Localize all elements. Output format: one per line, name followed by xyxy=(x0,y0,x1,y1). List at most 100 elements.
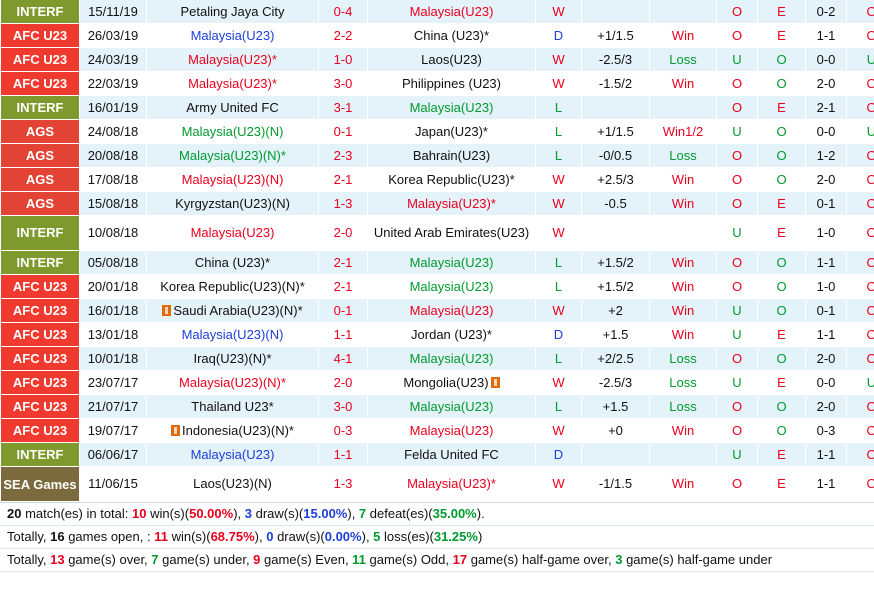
score-text[interactable]: 3-0 xyxy=(333,75,353,91)
home-team-text[interactable]: Laos(U23)(N) xyxy=(193,476,272,491)
home-team-text[interactable]: Malaysia(U23) xyxy=(190,27,275,43)
home-team[interactable]: Malaysia(U23)(N) xyxy=(147,120,318,143)
score-text[interactable]: 0-4 xyxy=(333,3,353,19)
home-team[interactable]: Malaysia(U23) xyxy=(147,443,318,466)
competition-badge-text[interactable]: AFC U23 xyxy=(12,350,68,366)
away-team-text[interactable]: Laos(U23) xyxy=(421,51,482,67)
home-team-text[interactable]: Malaysia(U23)(N)* xyxy=(179,147,286,163)
competition-badge-text[interactable]: AGS xyxy=(25,147,55,163)
away-team-text[interactable]: Malaysia(U23) xyxy=(409,99,494,115)
score[interactable]: 2-2 xyxy=(319,24,367,47)
home-team[interactable]: Army United FC xyxy=(147,96,318,119)
away-team-text[interactable]: Japan(U23)* xyxy=(415,123,488,139)
competition-badge[interactable]: AFC U23 xyxy=(1,299,79,322)
score[interactable]: 2-1 xyxy=(319,168,367,191)
score[interactable]: 2-0 xyxy=(319,216,367,250)
away-team[interactable]: United Arab Emirates(U23) xyxy=(368,216,535,250)
competition-badge-text[interactable]: AFC U23 xyxy=(12,75,68,91)
score-text[interactable]: 0-1 xyxy=(333,123,353,139)
score-text[interactable]: 2-1 xyxy=(333,254,353,270)
score-text[interactable]: 1-3 xyxy=(333,476,353,491)
competition-badge[interactable]: AFC U23 xyxy=(1,48,79,71)
home-team-text[interactable]: Kyrgyzstan(U23)(N) xyxy=(175,195,290,211)
competition-badge[interactable]: AFC U23 xyxy=(1,347,79,370)
home-team[interactable]: Malaysia(U23)* xyxy=(147,48,318,71)
home-team[interactable]: China (U23)* xyxy=(147,251,318,274)
home-team[interactable]: Malaysia(U23)(N) xyxy=(147,168,318,191)
home-team[interactable]: Malaysia(U23)(N)* xyxy=(147,371,318,394)
score-text[interactable]: 0-1 xyxy=(333,302,353,318)
competition-badge-text[interactable]: INTERF xyxy=(16,225,64,240)
away-team[interactable]: Malaysia(U23) xyxy=(368,299,535,322)
competition-badge[interactable]: INTERF xyxy=(1,443,79,466)
competition-badge-text[interactable]: AGS xyxy=(25,171,55,187)
home-team-text[interactable]: Malaysia(U23) xyxy=(190,225,275,240)
away-team[interactable]: Korea Republic(U23)* xyxy=(368,168,535,191)
score-text[interactable]: 2-0 xyxy=(333,374,353,390)
score[interactable]: 0-3 xyxy=(319,419,367,442)
home-team-text[interactable]: Iraq(U23)(N)* xyxy=(193,350,272,366)
home-team-text[interactable]: Thailand U23* xyxy=(191,398,274,414)
home-team-text[interactable]: Malaysia(U23)(N)* xyxy=(179,374,286,390)
competition-badge-text[interactable]: AGS xyxy=(25,123,55,139)
score[interactable]: 0-1 xyxy=(319,299,367,322)
competition-badge[interactable]: AFC U23 xyxy=(1,395,79,418)
score-text[interactable]: 3-1 xyxy=(333,99,353,115)
score[interactable]: 2-0 xyxy=(319,371,367,394)
home-team-text[interactable]: Malaysia(U23)* xyxy=(188,75,277,91)
competition-badge[interactable]: AFC U23 xyxy=(1,371,79,394)
away-team-text[interactable]: Philippines (U23) xyxy=(402,75,501,91)
away-team[interactable]: Malaysia(U23) xyxy=(368,347,535,370)
away-team[interactable]: Malaysia(U23) xyxy=(368,419,535,442)
score-text[interactable]: 1-1 xyxy=(333,446,353,462)
score[interactable]: 2-3 xyxy=(319,144,367,167)
away-team-text[interactable]: Bahrain(U23) xyxy=(412,147,491,163)
score[interactable]: 3-0 xyxy=(319,72,367,95)
score-text[interactable]: 1-1 xyxy=(333,326,353,342)
away-team[interactable]: Malaysia(U23)* xyxy=(368,467,535,501)
competition-badge[interactable]: INTERF xyxy=(1,251,79,274)
competition-badge-text[interactable]: AFC U23 xyxy=(12,278,68,294)
away-team[interactable]: Jordan (U23)* xyxy=(368,323,535,346)
home-team[interactable]: Malaysia(U23) xyxy=(147,24,318,47)
away-team-text[interactable]: Malaysia(U23)* xyxy=(407,476,496,491)
away-team-text[interactable]: Malaysia(U23) xyxy=(409,398,494,414)
away-team-text[interactable]: United Arab Emirates(U23) xyxy=(373,225,530,240)
competition-badge[interactable]: AFC U23 xyxy=(1,419,79,442)
home-team[interactable]: Malaysia(U23)* xyxy=(147,72,318,95)
competition-badge[interactable]: AGS xyxy=(1,168,79,191)
away-team-text[interactable]: Malaysia(U23) xyxy=(409,3,494,19)
away-team[interactable]: Malaysia(U23) xyxy=(368,251,535,274)
score[interactable]: 1-3 xyxy=(319,467,367,501)
score[interactable]: 2-1 xyxy=(319,251,367,274)
competition-badge[interactable]: INTERF xyxy=(1,96,79,119)
score[interactable]: 0-4 xyxy=(319,0,367,23)
home-team-text[interactable]: Saudi Arabia(U23)(N)* xyxy=(173,302,303,318)
away-team-text[interactable]: Korea Republic(U23)* xyxy=(388,171,515,187)
competition-badge[interactable]: SEA Games xyxy=(1,467,79,501)
competition-badge-text[interactable]: INTERF xyxy=(16,254,64,270)
competition-badge[interactable]: AFC U23 xyxy=(1,72,79,95)
competition-badge-text[interactable]: AFC U23 xyxy=(12,422,68,438)
competition-badge[interactable]: AGS xyxy=(1,144,79,167)
home-team[interactable]: Korea Republic(U23)(N)* xyxy=(147,275,318,298)
home-team[interactable]: Malaysia(U23)(N) xyxy=(147,323,318,346)
score[interactable]: 4-1 xyxy=(319,347,367,370)
home-team-text[interactable]: Petaling Jaya City xyxy=(180,3,285,19)
score-text[interactable]: 2-0 xyxy=(333,225,353,240)
competition-badge-text[interactable]: AFC U23 xyxy=(12,51,68,67)
competition-badge[interactable]: AFC U23 xyxy=(1,323,79,346)
away-team[interactable]: China (U23)* xyxy=(368,24,535,47)
competition-badge[interactable]: INTERF xyxy=(1,0,79,23)
home-team-text[interactable]: Malaysia(U23)* xyxy=(188,51,277,67)
score[interactable]: 1-1 xyxy=(319,443,367,466)
home-team[interactable]: Thailand U23* xyxy=(147,395,318,418)
away-team-text[interactable]: Malaysia(U23) xyxy=(409,254,494,270)
score[interactable]: 1-0 xyxy=(319,48,367,71)
away-team[interactable]: Malaysia(U23) xyxy=(368,96,535,119)
away-team[interactable]: Japan(U23)* xyxy=(368,120,535,143)
home-team-text[interactable]: China (U23)* xyxy=(194,254,271,270)
away-team[interactable]: Felda United FC xyxy=(368,443,535,466)
score-text[interactable]: 3-0 xyxy=(333,398,353,414)
away-team[interactable]: Laos(U23) xyxy=(368,48,535,71)
